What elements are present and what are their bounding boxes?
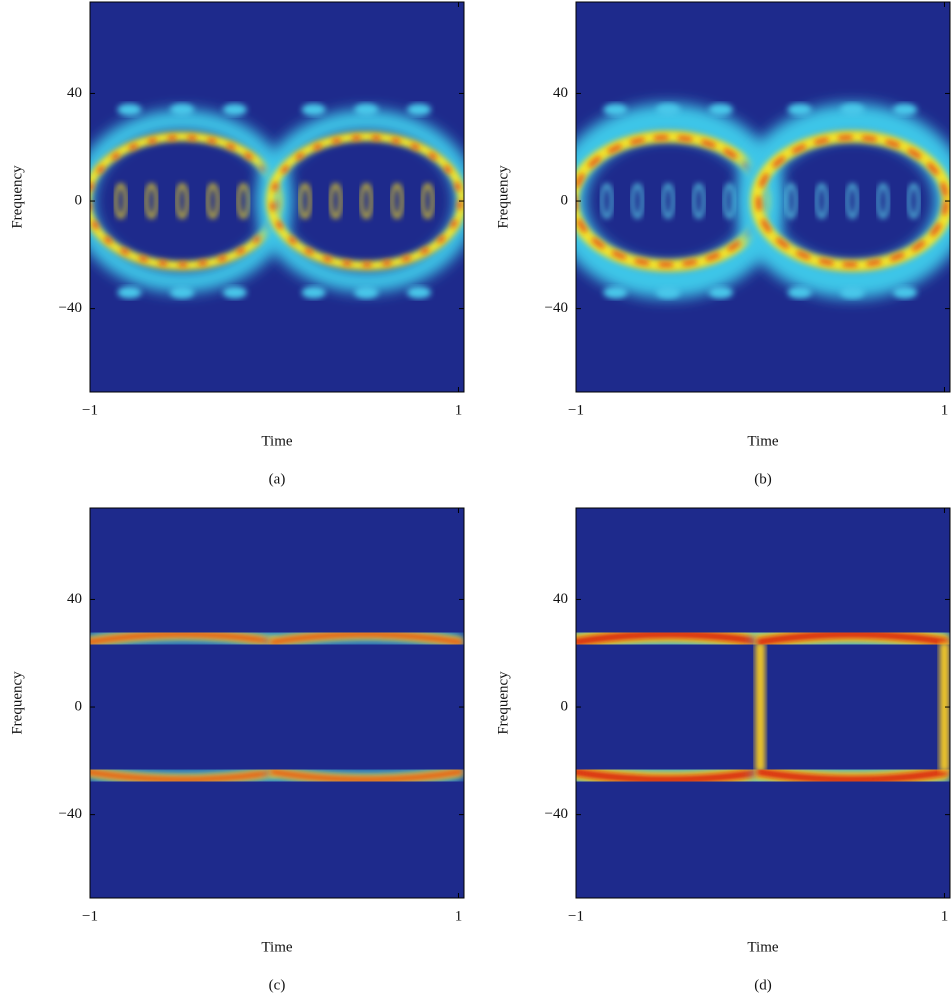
heat-spot [236, 183, 250, 219]
heat-ridge [755, 630, 949, 647]
y-tick-label: 0 [75, 698, 83, 714]
heat-ridge [270, 631, 463, 645]
heat-spot [845, 183, 859, 219]
heat-spot [708, 286, 733, 299]
heat-spot [354, 286, 379, 299]
heat-spot [359, 183, 373, 219]
heat-spot [840, 103, 865, 116]
y-axis-label: Frequency [495, 671, 511, 735]
panel-caption: (c) [269, 977, 286, 993]
heat-ridge [270, 769, 463, 783]
y-tick-label: 40 [67, 591, 82, 607]
plot-area [90, 508, 464, 898]
x-tick-label: 1 [941, 402, 949, 418]
y-tick-label: 40 [553, 85, 568, 101]
heat-spot [175, 183, 189, 219]
y-tick-label: −40 [545, 300, 568, 316]
heat-spot [603, 103, 628, 116]
heat-spot [298, 183, 312, 219]
heat-spot [170, 286, 195, 299]
heat-ridge [755, 767, 949, 784]
heat-spot [170, 103, 195, 116]
y-tick-label: −40 [59, 806, 82, 822]
plot-area [90, 2, 464, 392]
x-axis-label: Time [261, 433, 292, 449]
heat-spot [876, 183, 890, 219]
heat-spot [815, 183, 829, 219]
heatmap-background [90, 508, 464, 898]
heat-spot [708, 103, 733, 116]
heat-spot [603, 286, 628, 299]
heat-spot [329, 183, 343, 219]
heat-spot [301, 286, 326, 299]
heat-spot [692, 183, 706, 219]
panel-caption: (b) [754, 471, 772, 487]
plot-frame [575, 507, 951, 899]
y-tick-label: −40 [545, 806, 568, 822]
panel-caption: (a) [269, 471, 286, 487]
y-tick-label: 40 [67, 85, 82, 101]
heat-spot [114, 183, 128, 219]
heat-spot [840, 286, 865, 299]
y-axis-label: Frequency [9, 165, 25, 229]
plot-frame [575, 1, 951, 393]
heat-spot [893, 286, 918, 299]
heat-ridge [576, 630, 765, 647]
heat-spot [661, 183, 675, 219]
heat-spot [787, 103, 812, 116]
y-tick-label: 40 [553, 591, 568, 607]
heat-spot [222, 286, 247, 299]
heat-spot [656, 103, 681, 116]
heat-band [755, 642, 766, 772]
x-tick-label: −1 [82, 402, 98, 418]
x-axis-label: Time [747, 433, 778, 449]
x-tick-label: 1 [941, 908, 949, 924]
plot-frame [89, 507, 465, 899]
y-tick-label: 0 [561, 192, 569, 208]
x-tick-label: −1 [568, 402, 584, 418]
heat-spot [407, 286, 432, 299]
x-tick-label: 1 [455, 908, 463, 924]
heat-spot [784, 183, 798, 219]
heat-spot [907, 183, 921, 219]
heat-spot [407, 103, 432, 116]
y-axis-label: Frequency [495, 165, 511, 229]
heat-spot [893, 103, 918, 116]
heat-band [939, 642, 950, 772]
heat-ridge [756, 135, 949, 267]
heat-spot [117, 103, 142, 116]
heat-spot [656, 286, 681, 299]
y-tick-label: 0 [75, 192, 83, 208]
y-axis-label: Frequency [9, 671, 25, 735]
x-axis-label: Time [261, 939, 292, 955]
x-tick-label: −1 [82, 908, 98, 924]
heat-spot [206, 183, 220, 219]
x-tick-label: −1 [568, 908, 584, 924]
y-tick-label: −40 [59, 300, 82, 316]
panel-caption: (d) [754, 977, 772, 993]
x-axis-label: Time [747, 939, 778, 955]
heat-spot [117, 286, 142, 299]
plot-area [576, 508, 950, 898]
heat-spot [600, 183, 614, 219]
heatmap-background [576, 508, 950, 898]
heat-spot [722, 183, 736, 219]
x-tick-label: 1 [455, 402, 463, 418]
heat-spot [630, 183, 644, 219]
heat-spot [301, 103, 326, 116]
y-tick-label: 0 [561, 698, 569, 714]
plot-frame [89, 1, 465, 393]
heat-spot [222, 103, 247, 116]
heat-spot [390, 183, 404, 219]
heat-spot [787, 286, 812, 299]
heat-spot [144, 183, 158, 219]
heat-spot [421, 183, 435, 219]
heat-ridge [90, 631, 279, 645]
plot-area [576, 2, 950, 392]
heat-ridge [90, 769, 279, 783]
heat-ridge [576, 767, 765, 784]
heat-spot [354, 103, 379, 116]
